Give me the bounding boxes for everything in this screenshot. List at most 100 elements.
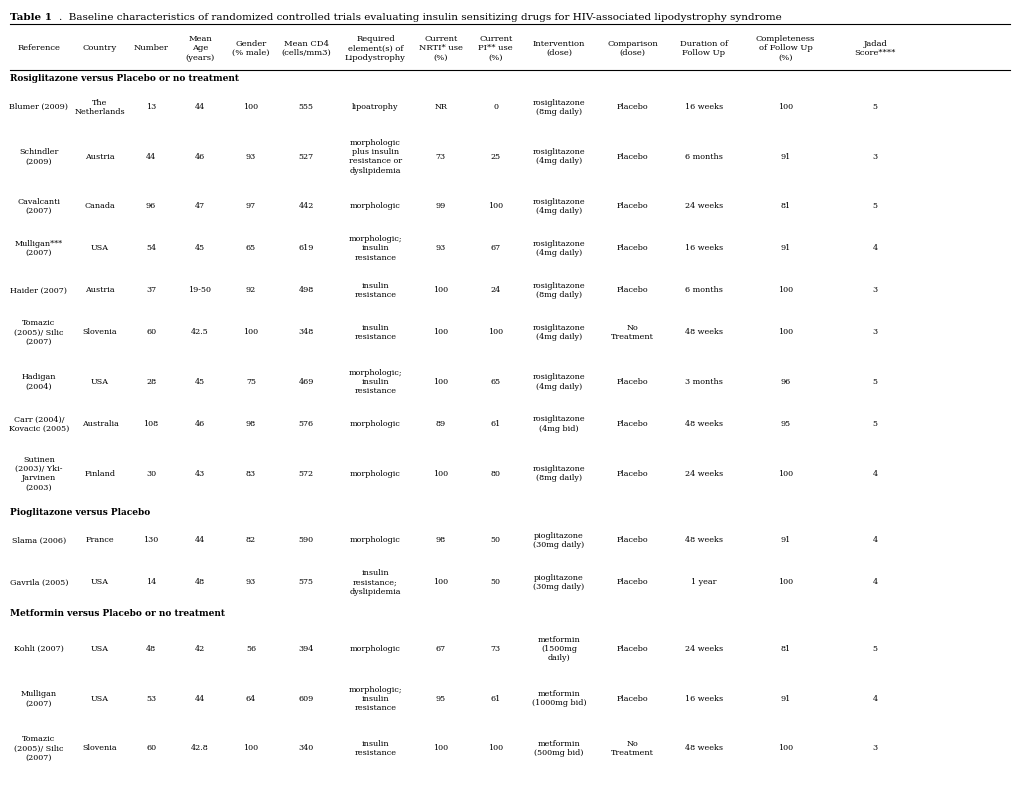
Text: Intervention
(dose): Intervention (dose) [532,40,585,57]
Text: 91: 91 [780,695,790,703]
Text: Hadigan
(2004): Hadigan (2004) [21,374,56,391]
Text: 16 weeks: 16 weeks [684,695,722,703]
Text: 93: 93 [435,244,445,252]
Text: 130: 130 [144,537,159,545]
Text: 6 months: 6 months [684,286,722,295]
Text: Current
NRTI* use
(%): Current NRTI* use (%) [419,35,463,61]
Text: Current
PI** use
(%): Current PI** use (%) [478,35,513,61]
Text: 46: 46 [195,153,205,161]
Text: 5: 5 [872,420,876,428]
Text: 13: 13 [146,103,156,111]
Text: 37: 37 [146,286,156,295]
Text: 95: 95 [435,695,445,703]
Text: Kohli (2007): Kohli (2007) [14,645,64,653]
Text: 65: 65 [490,378,500,386]
Text: Schindler
(2009): Schindler (2009) [19,148,58,165]
Text: 54: 54 [146,244,156,252]
Text: Required
element(s) of
Lipodystrophy: Required element(s) of Lipodystrophy [344,35,406,61]
Text: 81: 81 [780,203,790,210]
Text: NR: NR [434,103,446,111]
Text: 61: 61 [490,695,500,703]
Text: 24: 24 [490,286,500,295]
Text: Country: Country [83,44,117,53]
Text: 44: 44 [195,103,205,111]
Text: Duration of
Follow Up: Duration of Follow Up [679,40,728,57]
Text: 1 year: 1 year [691,578,716,586]
Text: Comparison
(dose): Comparison (dose) [606,40,657,57]
Text: rosiglitazone
(4mg daily): rosiglitazone (4mg daily) [532,148,585,165]
Text: Mulligan
(2007): Mulligan (2007) [20,690,57,708]
Text: morphologic: morphologic [350,470,400,478]
Text: rosiglitazone
(8mg daily): rosiglitazone (8mg daily) [532,98,585,116]
Text: 100: 100 [244,103,259,111]
Text: Completeness
of Follow Up
(%): Completeness of Follow Up (%) [755,35,814,61]
Text: 91: 91 [780,537,790,545]
Text: 91: 91 [780,244,790,252]
Text: 5: 5 [872,645,876,653]
Text: 28: 28 [146,378,156,386]
Text: USA: USA [91,378,109,386]
Text: 98: 98 [435,537,445,545]
Text: 97: 97 [246,203,256,210]
Text: metformin
(1000mg bid): metformin (1000mg bid) [531,690,586,708]
Text: morphologic: morphologic [350,645,400,653]
Text: USA: USA [91,645,109,653]
Text: 442: 442 [299,203,314,210]
Text: Cavalcanti
(2007): Cavalcanti (2007) [17,198,60,215]
Text: 3: 3 [872,745,877,753]
Text: 24 weeks: 24 weeks [684,203,722,210]
Text: 100: 100 [244,329,259,336]
Text: 100: 100 [433,470,447,478]
Text: 60: 60 [146,745,156,753]
Text: 100: 100 [433,578,447,586]
Text: 394: 394 [299,645,314,653]
Text: 80: 80 [490,470,500,478]
Text: 98: 98 [246,420,256,428]
Text: The
Netherlands: The Netherlands [74,98,125,116]
Text: Australia: Australia [82,420,118,428]
Text: 572: 572 [299,470,314,478]
Text: insulin
resistance;
dyslipidemia: insulin resistance; dyslipidemia [350,569,400,596]
Text: 61: 61 [490,420,500,428]
Text: Slovenia: Slovenia [83,329,117,336]
Text: 100: 100 [433,378,447,386]
Text: Reference: Reference [17,44,60,53]
Text: USA: USA [91,578,109,586]
Text: 44: 44 [146,153,156,161]
Text: 73: 73 [490,645,500,653]
Text: Jadad
Score****: Jadad Score**** [854,40,895,57]
Text: 95: 95 [780,420,790,428]
Text: morphologic: morphologic [350,420,400,428]
Text: Placebo: Placebo [616,286,648,295]
Text: 590: 590 [299,537,314,545]
Text: morphologic;
insulin
resistance: morphologic; insulin resistance [348,369,401,396]
Text: rosiglitazone
(4mg daily): rosiglitazone (4mg daily) [532,324,585,341]
Text: rosiglitazone
(4mg daily): rosiglitazone (4mg daily) [532,374,585,391]
Text: USA: USA [91,244,109,252]
Text: 469: 469 [299,378,314,386]
Text: 100: 100 [244,745,259,753]
Text: 619: 619 [299,244,314,252]
Text: 44: 44 [195,695,205,703]
Text: rosiglitazone
(4mg daily): rosiglitazone (4mg daily) [532,198,585,215]
Text: 48 weeks: 48 weeks [684,329,722,336]
Text: USA: USA [91,695,109,703]
Text: 575: 575 [299,578,313,586]
Text: 0: 0 [493,103,498,111]
Text: 73: 73 [435,153,445,161]
Text: Placebo: Placebo [616,645,648,653]
Text: 48: 48 [146,645,156,653]
Text: 92: 92 [246,286,256,295]
Text: Slovenia: Slovenia [83,745,117,753]
Text: Metformin versus Placebo or no treatment: Metformin versus Placebo or no treatment [10,609,225,618]
Text: Finland: Finland [85,470,115,478]
Text: insulin
resistance: insulin resistance [355,740,396,757]
Text: 4: 4 [872,244,877,252]
Text: 48 weeks: 48 weeks [684,537,722,545]
Text: 91: 91 [780,153,790,161]
Text: 47: 47 [195,203,205,210]
Text: 50: 50 [490,578,500,586]
Text: 65: 65 [246,244,256,252]
Text: Haider (2007): Haider (2007) [10,286,67,295]
Text: lipoatrophy: lipoatrophy [352,103,398,111]
